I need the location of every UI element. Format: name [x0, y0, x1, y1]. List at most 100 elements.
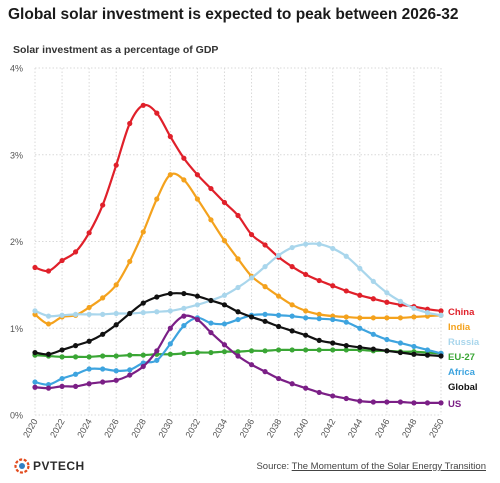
data-point-eu-27 [316, 347, 322, 353]
data-point-global [397, 349, 403, 356]
data-point-russia [438, 312, 444, 318]
data-point-india [411, 314, 417, 320]
data-point-africa [276, 312, 282, 318]
series-line-russia [34, 242, 442, 318]
source-link[interactable]: The Momentum of the Solar Energy Transit… [291, 461, 486, 472]
data-point-global [330, 340, 336, 346]
data-point-africa [370, 331, 376, 337]
data-point-africa [330, 316, 336, 323]
data-point-india [181, 177, 187, 183]
data-point-china [384, 299, 390, 305]
data-point-us [86, 381, 92, 387]
data-point-india [208, 217, 214, 223]
data-point-us [411, 400, 417, 406]
y-tick-label: 1% [10, 324, 23, 334]
data-point-china [86, 230, 92, 236]
data-point-global [127, 310, 133, 317]
data-point-africa [59, 375, 65, 382]
data-point-africa [86, 366, 92, 372]
data-point-us [330, 393, 336, 399]
data-point-africa [262, 311, 268, 317]
data-point-russia [276, 252, 282, 258]
data-point-africa [316, 316, 322, 322]
data-point-russia [181, 305, 187, 311]
chart-title: Global solar investment is expected to p… [8, 6, 459, 23]
data-point-china [357, 292, 363, 298]
data-point-global [221, 302, 228, 308]
data-point-global [140, 300, 146, 306]
data-point-global [45, 351, 52, 357]
data-point-eu-27 [343, 347, 349, 353]
data-point-us [140, 363, 146, 370]
data-point-eu-27 [303, 347, 309, 353]
data-point-us [262, 369, 268, 375]
series-label-africa: Africa [448, 367, 476, 378]
data-point-china [316, 277, 322, 284]
data-point-global [357, 344, 363, 350]
x-tick-label: 2026 [102, 417, 121, 439]
data-point-china [181, 155, 187, 161]
data-point-global [167, 290, 173, 297]
data-point-eu-27 [235, 349, 241, 355]
data-point-us [357, 398, 363, 404]
data-point-russia [194, 302, 200, 308]
data-point-india [316, 311, 322, 317]
data-point-eu-27 [167, 351, 173, 357]
data-point-china [248, 231, 255, 238]
data-point-us [303, 385, 309, 391]
pvtech-logo[interactable]: PVTECH [14, 458, 85, 474]
data-point-china [113, 162, 119, 168]
series-label-global: Global [448, 382, 478, 393]
x-tick-label: 2042 [319, 417, 338, 439]
data-point-china [100, 202, 106, 208]
data-point-china [208, 185, 214, 192]
data-point-russia [100, 311, 106, 317]
data-point-africa [113, 368, 119, 374]
data-point-us [424, 400, 431, 406]
data-point-china [59, 257, 65, 264]
series-label-russia: Russia [448, 337, 480, 348]
data-point-russia [357, 265, 363, 271]
data-point-us [100, 379, 106, 385]
data-point-china [140, 102, 146, 108]
data-point-china [221, 199, 228, 206]
data-point-global [59, 347, 65, 353]
x-tick-label: 2040 [292, 417, 311, 439]
data-point-us [370, 399, 376, 405]
data-point-africa [384, 336, 390, 343]
data-point-us [154, 348, 160, 354]
data-point-china [303, 271, 309, 278]
data-point-eu-27 [289, 347, 295, 353]
data-point-global [154, 294, 160, 300]
data-point-eu-27 [86, 354, 92, 360]
data-point-russia [303, 241, 309, 247]
data-point-global [262, 318, 268, 324]
data-point-africa [154, 357, 160, 363]
x-tick-label: 2050 [427, 417, 446, 439]
data-point-us [181, 313, 187, 319]
data-point-global [316, 337, 322, 343]
data-point-africa [73, 371, 79, 377]
x-tick-label: 2044 [346, 417, 365, 439]
y-tick-label: 3% [10, 150, 23, 160]
data-point-russia [221, 292, 228, 298]
y-tick-label: 0% [10, 411, 23, 421]
data-point-eu-27 [100, 353, 106, 359]
data-point-global [73, 343, 79, 349]
data-point-eu-27 [248, 348, 255, 354]
data-point-russia [397, 298, 403, 304]
series-china [32, 102, 444, 314]
data-point-india [235, 256, 241, 262]
y-tick-label: 4% [10, 64, 23, 74]
data-point-us [45, 385, 52, 391]
data-point-eu-27 [181, 350, 187, 357]
data-point-africa [411, 343, 417, 350]
x-tick-label: 2020 [21, 417, 40, 439]
y-axis: 0% 1% 2% 3% 4% [10, 64, 23, 421]
data-point-global [370, 346, 376, 352]
data-point-africa [181, 323, 187, 329]
data-point-india [343, 314, 349, 320]
data-point-us [194, 316, 200, 323]
data-point-us [384, 399, 390, 405]
data-point-eu-27 [113, 353, 119, 359]
